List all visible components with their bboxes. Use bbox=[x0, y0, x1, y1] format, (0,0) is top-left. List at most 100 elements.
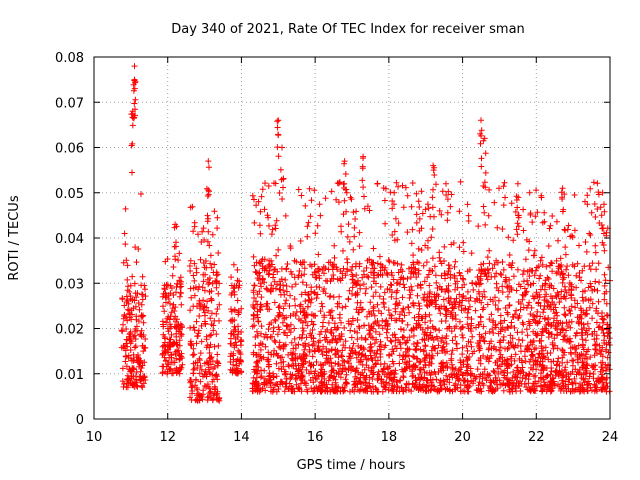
data-point bbox=[122, 205, 129, 212]
data-point bbox=[345, 221, 352, 228]
data-point bbox=[202, 368, 209, 375]
data-point bbox=[490, 317, 497, 324]
data-point bbox=[366, 327, 373, 334]
data-point bbox=[323, 352, 330, 359]
data-point bbox=[387, 281, 394, 288]
data-point bbox=[603, 300, 610, 307]
data-point bbox=[418, 225, 425, 232]
data-point bbox=[174, 316, 180, 323]
data-point bbox=[199, 396, 206, 403]
data-point bbox=[438, 211, 445, 218]
data-point bbox=[404, 359, 410, 366]
data-point bbox=[404, 192, 411, 199]
data-point bbox=[502, 345, 508, 352]
data-point bbox=[460, 361, 467, 368]
data-point bbox=[458, 307, 465, 314]
y-tick-label: 0.01 bbox=[55, 368, 84, 383]
data-point bbox=[208, 264, 215, 271]
data-point bbox=[321, 286, 328, 292]
data-point bbox=[396, 360, 403, 367]
data-point bbox=[452, 333, 459, 340]
data-point bbox=[501, 317, 508, 324]
data-point bbox=[534, 293, 541, 300]
data-point bbox=[486, 247, 493, 254]
data-point bbox=[442, 335, 449, 342]
data-point bbox=[485, 212, 492, 219]
data-point bbox=[187, 379, 194, 386]
data-point bbox=[568, 379, 575, 386]
data-point bbox=[287, 268, 294, 275]
data-point bbox=[261, 367, 268, 374]
data-point bbox=[200, 225, 207, 232]
data-point bbox=[204, 238, 211, 245]
data-point bbox=[389, 346, 396, 353]
data-point bbox=[129, 169, 135, 176]
data-point bbox=[443, 180, 449, 187]
data-point bbox=[435, 369, 442, 376]
data-point bbox=[341, 324, 348, 331]
data-point bbox=[332, 351, 339, 358]
data-point bbox=[489, 326, 496, 333]
data-point bbox=[504, 324, 511, 330]
data-point bbox=[531, 247, 538, 254]
data-point bbox=[579, 382, 586, 389]
data-point bbox=[462, 305, 469, 312]
data-point bbox=[135, 300, 142, 306]
data-point bbox=[387, 337, 394, 344]
data-point bbox=[429, 268, 436, 274]
data-point bbox=[515, 194, 522, 201]
data-point bbox=[442, 306, 449, 312]
data-point bbox=[388, 338, 395, 345]
data-point bbox=[200, 260, 207, 266]
data-point bbox=[196, 305, 203, 312]
data-point bbox=[389, 377, 396, 384]
data-point bbox=[448, 191, 455, 198]
data-point bbox=[347, 388, 353, 395]
data-point bbox=[414, 355, 421, 362]
data-point bbox=[582, 351, 589, 358]
data-point bbox=[560, 206, 567, 213]
data-point bbox=[399, 317, 406, 324]
data-point bbox=[392, 334, 399, 341]
data-point bbox=[513, 388, 520, 395]
data-point bbox=[301, 265, 308, 272]
data-point bbox=[300, 361, 307, 368]
data-point bbox=[573, 284, 580, 291]
data-point bbox=[416, 215, 423, 222]
data-point bbox=[215, 290, 222, 297]
data-point bbox=[400, 368, 407, 375]
data-point bbox=[279, 319, 286, 326]
data-point bbox=[228, 282, 235, 289]
data-point bbox=[420, 375, 426, 382]
data-point bbox=[123, 326, 130, 332]
data-point bbox=[476, 321, 483, 328]
axes: 10 12 14 16 18 20 22 2400.010.020.030.040.050.0… bbox=[55, 51, 618, 445]
data-point bbox=[206, 369, 213, 376]
data-point bbox=[428, 300, 435, 307]
data-point bbox=[324, 385, 331, 392]
data-point bbox=[552, 369, 559, 375]
data-point bbox=[357, 282, 363, 289]
data-point bbox=[535, 378, 542, 385]
data-point bbox=[598, 364, 605, 371]
data-point bbox=[190, 272, 197, 279]
data-point bbox=[138, 383, 145, 390]
data-point bbox=[435, 342, 442, 349]
data-point bbox=[414, 339, 421, 346]
data-point bbox=[138, 282, 145, 289]
data-point bbox=[538, 337, 545, 344]
data-point bbox=[249, 388, 256, 395]
data-point bbox=[371, 265, 378, 272]
data-point bbox=[281, 388, 288, 395]
data-point bbox=[453, 340, 460, 347]
data-point bbox=[307, 213, 314, 220]
data-point bbox=[451, 263, 458, 270]
data-point bbox=[460, 292, 467, 299]
data-point bbox=[453, 323, 460, 330]
data-point bbox=[261, 279, 268, 286]
data-point bbox=[369, 357, 376, 364]
data-point bbox=[187, 307, 194, 314]
data-point bbox=[520, 206, 527, 213]
data-point bbox=[410, 252, 417, 259]
data-point bbox=[567, 324, 574, 331]
